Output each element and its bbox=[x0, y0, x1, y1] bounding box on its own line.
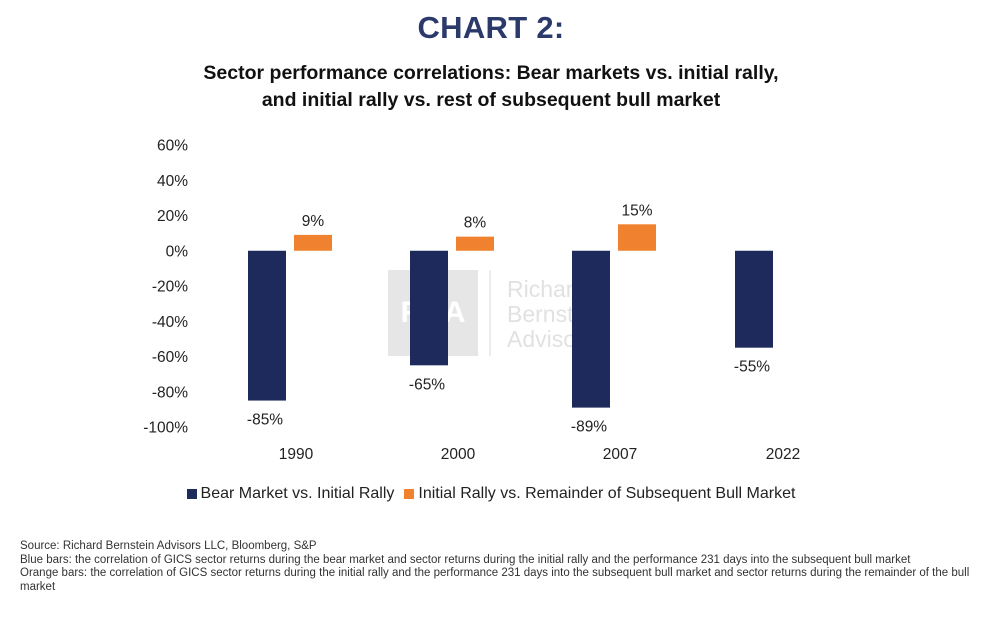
legend-swatch-orange bbox=[404, 489, 415, 499]
bar-bear-market bbox=[735, 250, 773, 348]
footnotes: Source: Richard Bernstein Advisors LLC, … bbox=[20, 540, 970, 594]
chart-title-line-2: and initial rally vs. rest of subsequent… bbox=[261, 89, 721, 111]
legend-item-initial-rally: Initial Rally vs. Remainder of Subsequen… bbox=[404, 485, 795, 503]
x-axis: 1990 2000 2007 2022 bbox=[279, 446, 800, 463]
orange-bars-note: Orange bars: the correlation of GICS sec… bbox=[20, 567, 970, 593]
data-labels: -85% -65% -89% -55% 9% 8% 15% bbox=[247, 202, 770, 435]
y-axis: 60% 40% 20% 0% -20% -40% -60% -80% -100% bbox=[143, 138, 188, 437]
x-tick-label: 2022 bbox=[766, 446, 800, 463]
blue-bars-note: Blue bars: the correlation of GICS secto… bbox=[20, 553, 911, 566]
chart-title-line-1: Sector performance correlations: Bear ma… bbox=[203, 62, 779, 84]
legend-label-bear-market: Bear Market vs. Initial Rally bbox=[200, 485, 395, 502]
bar-initial-rally bbox=[456, 236, 494, 251]
bar-chart: RBA Richard Bernstein Advisors 60%40%20%… bbox=[143, 138, 800, 464]
y-tick-label: -40% bbox=[152, 314, 188, 331]
legend: Bear Market vs. Initial Rally Initial Ra… bbox=[0, 485, 982, 503]
x-tick-label: 2007 bbox=[603, 446, 637, 463]
y-tick-label: -100% bbox=[143, 420, 188, 437]
y-tick-label: -80% bbox=[152, 384, 188, 401]
data-label: -55% bbox=[734, 359, 770, 376]
bar-initial-rally bbox=[294, 234, 332, 251]
data-label: -89% bbox=[571, 419, 607, 436]
bar-bear-market bbox=[248, 250, 286, 401]
x-tick-label: 2000 bbox=[441, 446, 476, 463]
y-tick-label: 0% bbox=[166, 243, 189, 260]
bar-bear-market bbox=[410, 250, 448, 366]
data-label: 8% bbox=[464, 215, 487, 232]
source-note: Source: Richard Bernstein Advisors LLC, … bbox=[20, 540, 317, 552]
bars bbox=[248, 224, 773, 408]
bar-initial-rally bbox=[618, 224, 656, 251]
y-tick-label: 60% bbox=[157, 138, 188, 155]
data-label: 9% bbox=[302, 213, 325, 230]
y-tick-label: 20% bbox=[157, 208, 188, 225]
chart-title: Sector performance correlations: Bear ma… bbox=[0, 60, 982, 114]
data-label: -65% bbox=[409, 376, 445, 393]
legend-swatch-blue bbox=[186, 489, 197, 499]
data-label: -85% bbox=[247, 412, 283, 429]
y-tick-label: -60% bbox=[152, 349, 188, 366]
legend-label-initial-rally: Initial Rally vs. Remainder of Subsequen… bbox=[418, 485, 796, 502]
chart-label: CHART 2: bbox=[417, 10, 565, 45]
bar-bear-market bbox=[572, 250, 610, 408]
y-tick-label: -20% bbox=[152, 279, 188, 296]
x-tick-label: 1990 bbox=[279, 446, 314, 463]
y-tick-label: 40% bbox=[157, 173, 188, 190]
legend-item-bear-market: Bear Market vs. Initial Rally bbox=[186, 485, 395, 503]
data-label: 15% bbox=[621, 202, 652, 219]
